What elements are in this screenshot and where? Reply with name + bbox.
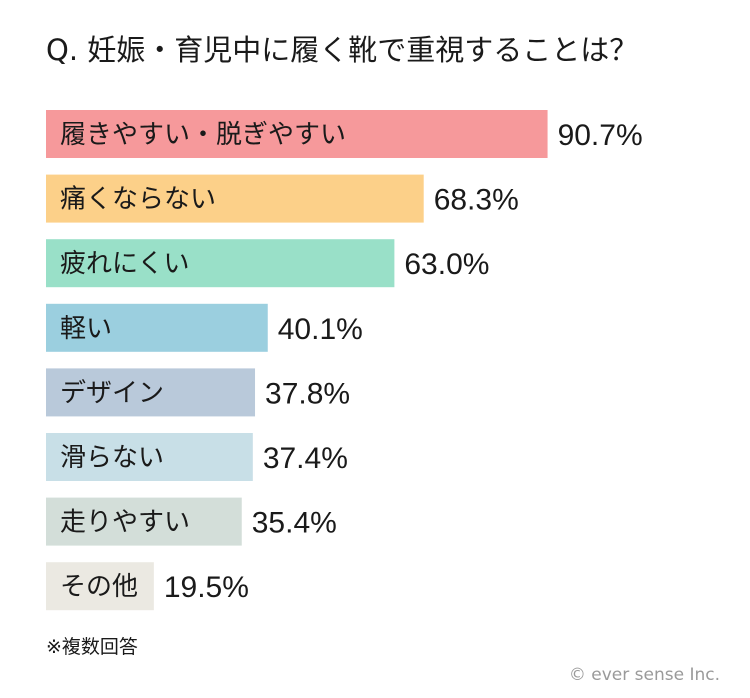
category-label-2: 痛くならない <box>60 185 216 215</box>
value-label-4: 40.1% <box>278 313 363 346</box>
bar-6 <box>46 433 253 481</box>
chart-title: Q. 妊娠・育児中に履く靴で重視することは？ <box>46 33 639 67</box>
value-label-3: 63.0% <box>404 248 489 281</box>
value-label-6: 37.4% <box>263 442 348 475</box>
value-label-2: 68.3% <box>434 184 519 217</box>
category-label-1: 履きやすい・脱ぎやすい <box>60 120 346 150</box>
category-label-8: その他 <box>60 572 138 602</box>
value-label-5: 37.8% <box>265 377 350 410</box>
value-label-1: 90.7% <box>558 119 643 152</box>
category-label-6: 滑らない <box>60 443 164 473</box>
bar-8 <box>46 562 154 611</box>
bar-2 <box>46 174 424 223</box>
category-label-7: 走りやすい <box>60 508 190 538</box>
value-label-8: 19.5% <box>164 571 249 604</box>
category-label-3: 疲れにくい <box>60 249 189 279</box>
copyright-credit: © ever sense Inc. <box>568 665 720 685</box>
bar-1 <box>46 110 548 158</box>
bar-4 <box>46 303 268 352</box>
value-label-7: 35.4% <box>252 507 337 540</box>
bar-3 <box>46 239 395 288</box>
footnote: ※複数回答 <box>46 636 138 658</box>
bar-7 <box>46 497 242 546</box>
category-label-5: デザイン <box>60 378 164 408</box>
category-label-4: 軽い <box>60 314 112 344</box>
bar-5 <box>46 368 256 417</box>
